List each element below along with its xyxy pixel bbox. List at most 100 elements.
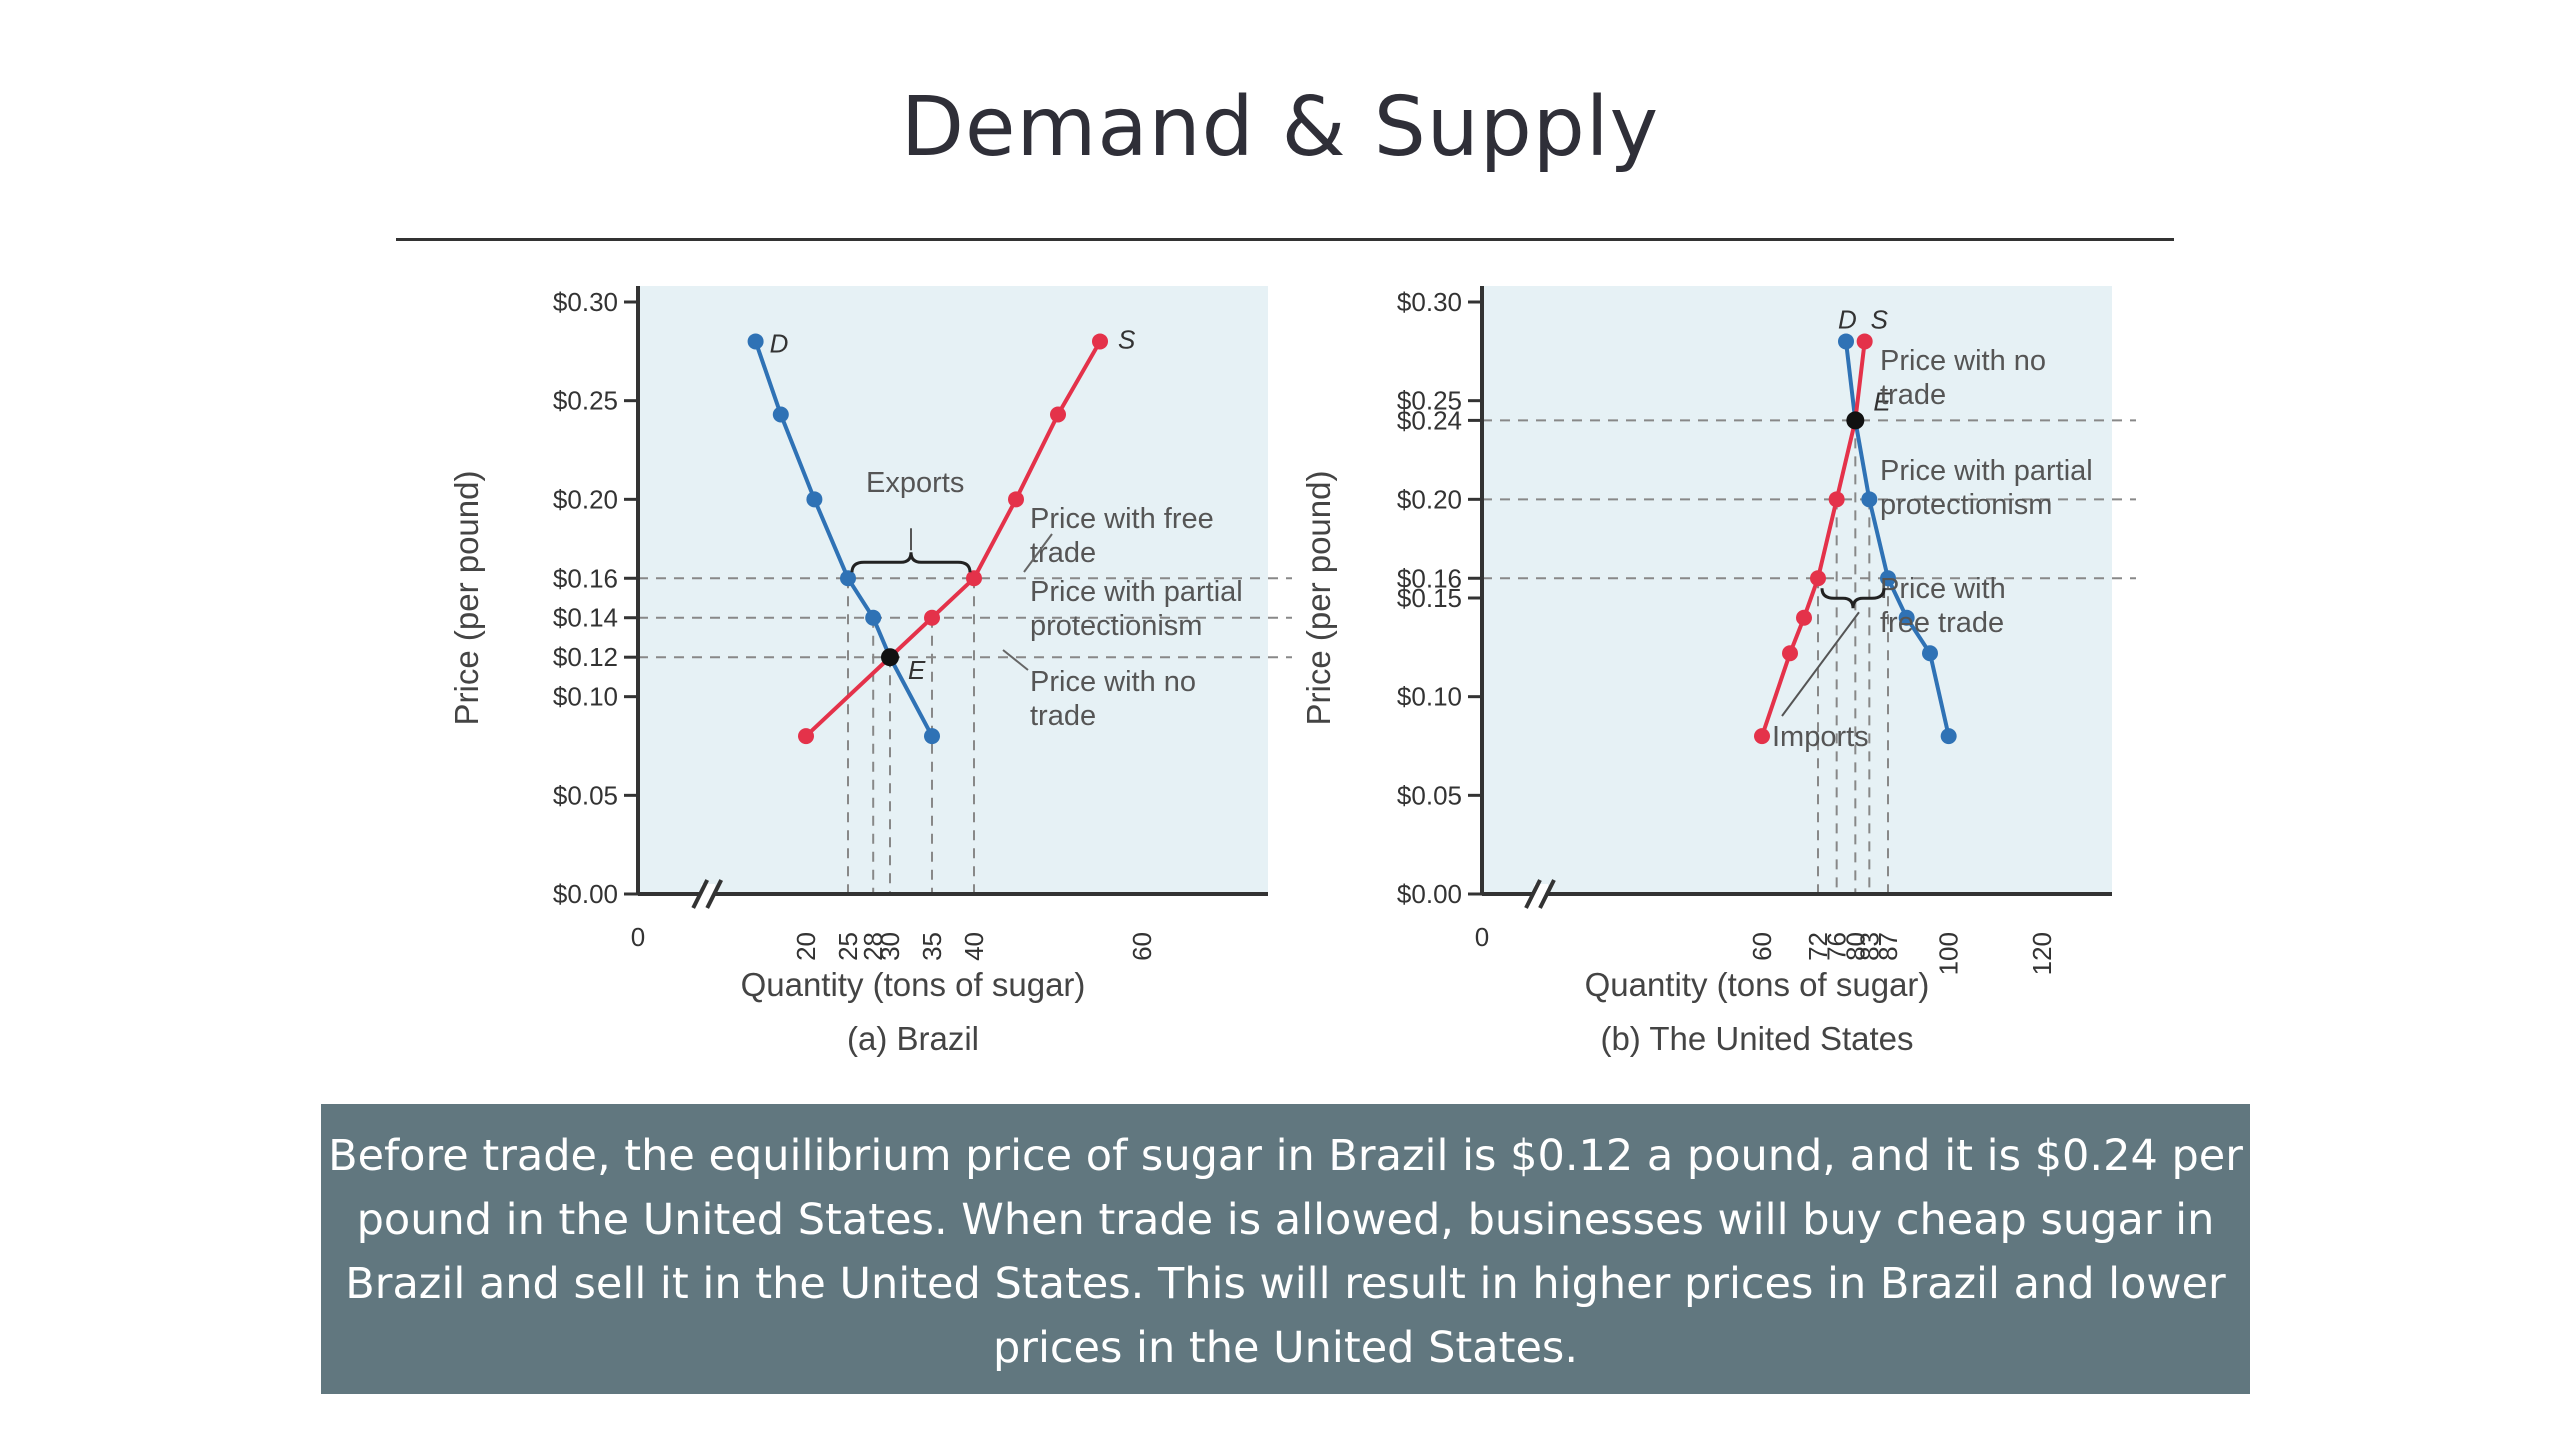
title-divider xyxy=(396,238,2174,241)
supply-point xyxy=(1828,491,1845,508)
x-tick-label: 60 xyxy=(1747,932,1777,961)
x-tick-label: 72 xyxy=(1803,932,1833,961)
chart-brazil-svg: $0.00 $0.05 $0.10 $0.12 $0.14 $0.16 $0.20 $0.25… xyxy=(448,286,1292,1057)
demand-point xyxy=(1922,645,1938,662)
price-line-label-line: protectionism xyxy=(1030,610,1202,642)
x-tick-label: 120 xyxy=(2027,932,2057,975)
chart-brazil: $0.00 $0.05 $0.10 $0.12 $0.14 $0.16 $0.20 $0.25… xyxy=(440,280,1440,1080)
y-tick-label: $0.30 xyxy=(1397,287,1462,317)
plot-background xyxy=(1482,286,2112,894)
demand-point xyxy=(1940,728,1957,745)
panel-title: (b) The United States xyxy=(1600,1020,1913,1057)
axis-break-mark xyxy=(1524,879,1542,909)
x-tick-label: 28 xyxy=(858,932,888,961)
demand-point xyxy=(865,609,882,626)
demand-point xyxy=(1861,491,1878,508)
y-tick-label: $0.16 xyxy=(1397,563,1462,593)
axis-break-mark xyxy=(705,879,723,909)
chart-united-states: $0.00 $0.05 $0.10 $0.15 $0.16 $0.20 $0.24 $0.25… xyxy=(1292,280,2292,1080)
demand-point xyxy=(806,491,823,508)
demand-point xyxy=(840,570,856,587)
x-tick-label: 83 xyxy=(1854,932,1884,961)
chart-united-states-svg: $0.00 $0.05 $0.10 $0.15$0.16 $0.20 $0.24$0.25… xyxy=(1300,286,2136,1057)
supply-point xyxy=(966,570,982,587)
supply-point xyxy=(1856,333,1873,350)
price-line-label-price-with-free-trade: Price with free trade xyxy=(1030,503,1214,569)
annotation-leader xyxy=(1023,533,1053,573)
price-line-label-line: trade xyxy=(1030,700,1096,732)
supply-point xyxy=(1782,645,1798,662)
price-line-label-price-with-free-trade: Price with free trade xyxy=(1880,573,2006,639)
slide-title: Demand & Supply xyxy=(900,80,1660,175)
axis-break-mark xyxy=(1538,879,1556,909)
y-axis-title: Price (per pound) xyxy=(448,471,485,726)
annotation-leader xyxy=(1002,649,1029,671)
price-line-label-price-with-partial-protectionism: Price with partial protectionism xyxy=(1030,576,1243,642)
y-tick-label: $0.12 xyxy=(553,642,618,672)
x-axis-title: Quantity (tons of sugar) xyxy=(741,966,1086,1003)
price-line-label-line: Price with partial xyxy=(1030,576,1243,608)
y-tick-label: $0.10 xyxy=(1397,682,1462,712)
x-tick-label: 80 xyxy=(1840,932,1870,961)
y-tick-label: $0.20 xyxy=(553,484,618,514)
equilibrium-point xyxy=(1846,411,1865,430)
equilibrium-label: E xyxy=(1873,386,1891,416)
equilibrium-point xyxy=(881,648,899,667)
x-tick-label: 87 xyxy=(1873,932,1903,961)
supply-point xyxy=(1796,609,1812,626)
y-tick-label: $0.05 xyxy=(553,780,618,810)
price-line-label-line: protectionism xyxy=(1880,489,2052,521)
supply-point xyxy=(1754,728,1770,745)
supply-point xyxy=(1810,570,1826,587)
y-tick-label: $0.00 xyxy=(553,879,618,909)
x-tick-label: 0 xyxy=(631,922,645,952)
x-tick-label: 25 xyxy=(833,932,863,961)
bracket-label-exports: Exports xyxy=(866,467,964,499)
y-tick-label: $0.16 xyxy=(553,563,618,593)
equilibrium-label: E xyxy=(908,655,926,685)
price-line-label-price-with-no-trade: Price with no trade xyxy=(1880,345,2046,411)
supply-point xyxy=(1050,406,1066,423)
demand-point xyxy=(772,406,789,423)
price-line-label-price-with-no-trade: Price with no trade xyxy=(1030,666,1196,732)
y-tick-label: $0.15 xyxy=(1397,583,1462,613)
y-tick-label: $0.00 xyxy=(1397,879,1462,909)
x-tick-label: 76 xyxy=(1822,932,1852,961)
plot-background xyxy=(638,286,1268,894)
y-axis-title: Price (per pound) xyxy=(1300,471,1337,726)
supply-point xyxy=(1008,491,1024,508)
bracket-label-imports: Imports xyxy=(1772,721,1869,753)
y-tick-label: $0.30 xyxy=(553,287,618,317)
panel-title: (a) Brazil xyxy=(847,1020,979,1057)
x-axis-title: Quantity (tons of sugar) xyxy=(1585,966,1930,1003)
supply-point xyxy=(1092,333,1108,350)
y-tick-label: $0.24 xyxy=(1397,405,1462,435)
supply-point xyxy=(924,609,940,626)
y-tick-label: $0.20 xyxy=(1397,484,1462,514)
caption-text: Before trade, the equilibrium price of s… xyxy=(328,1131,2243,1373)
demand-point xyxy=(924,728,940,745)
series-label-s: S xyxy=(1871,304,1889,334)
y-tick-label: $0.05 xyxy=(1397,780,1462,810)
caption-box: Before trade, the equilibrium price of s… xyxy=(321,1104,2250,1394)
demand-point xyxy=(1838,333,1854,350)
x-tick-label: 30 xyxy=(875,932,905,961)
demand-point xyxy=(1880,570,1896,587)
supply-point xyxy=(798,728,814,745)
y-tick-label: $0.25 xyxy=(553,386,618,416)
y-tick-label: $0.10 xyxy=(553,682,618,712)
x-tick-label: 35 xyxy=(917,932,947,961)
price-line-label-line: trade xyxy=(1030,537,1096,569)
price-line-label-line: Price with free xyxy=(1030,503,1214,535)
x-tick-label: 60 xyxy=(1127,932,1157,961)
demand-point xyxy=(747,333,764,350)
y-tick-label: $0.14 xyxy=(553,603,618,633)
series-label-d: D xyxy=(770,328,789,358)
series-label-d: D xyxy=(1838,304,1857,334)
price-line-label-line: free trade xyxy=(1880,607,2004,639)
x-tick-label: 20 xyxy=(791,932,821,961)
exports-bracket xyxy=(850,552,972,573)
price-line-label-line: Price with no xyxy=(1880,345,2046,377)
price-line-label-line: Price with partial xyxy=(1880,455,2093,487)
price-line-label-line: trade xyxy=(1880,379,1946,411)
